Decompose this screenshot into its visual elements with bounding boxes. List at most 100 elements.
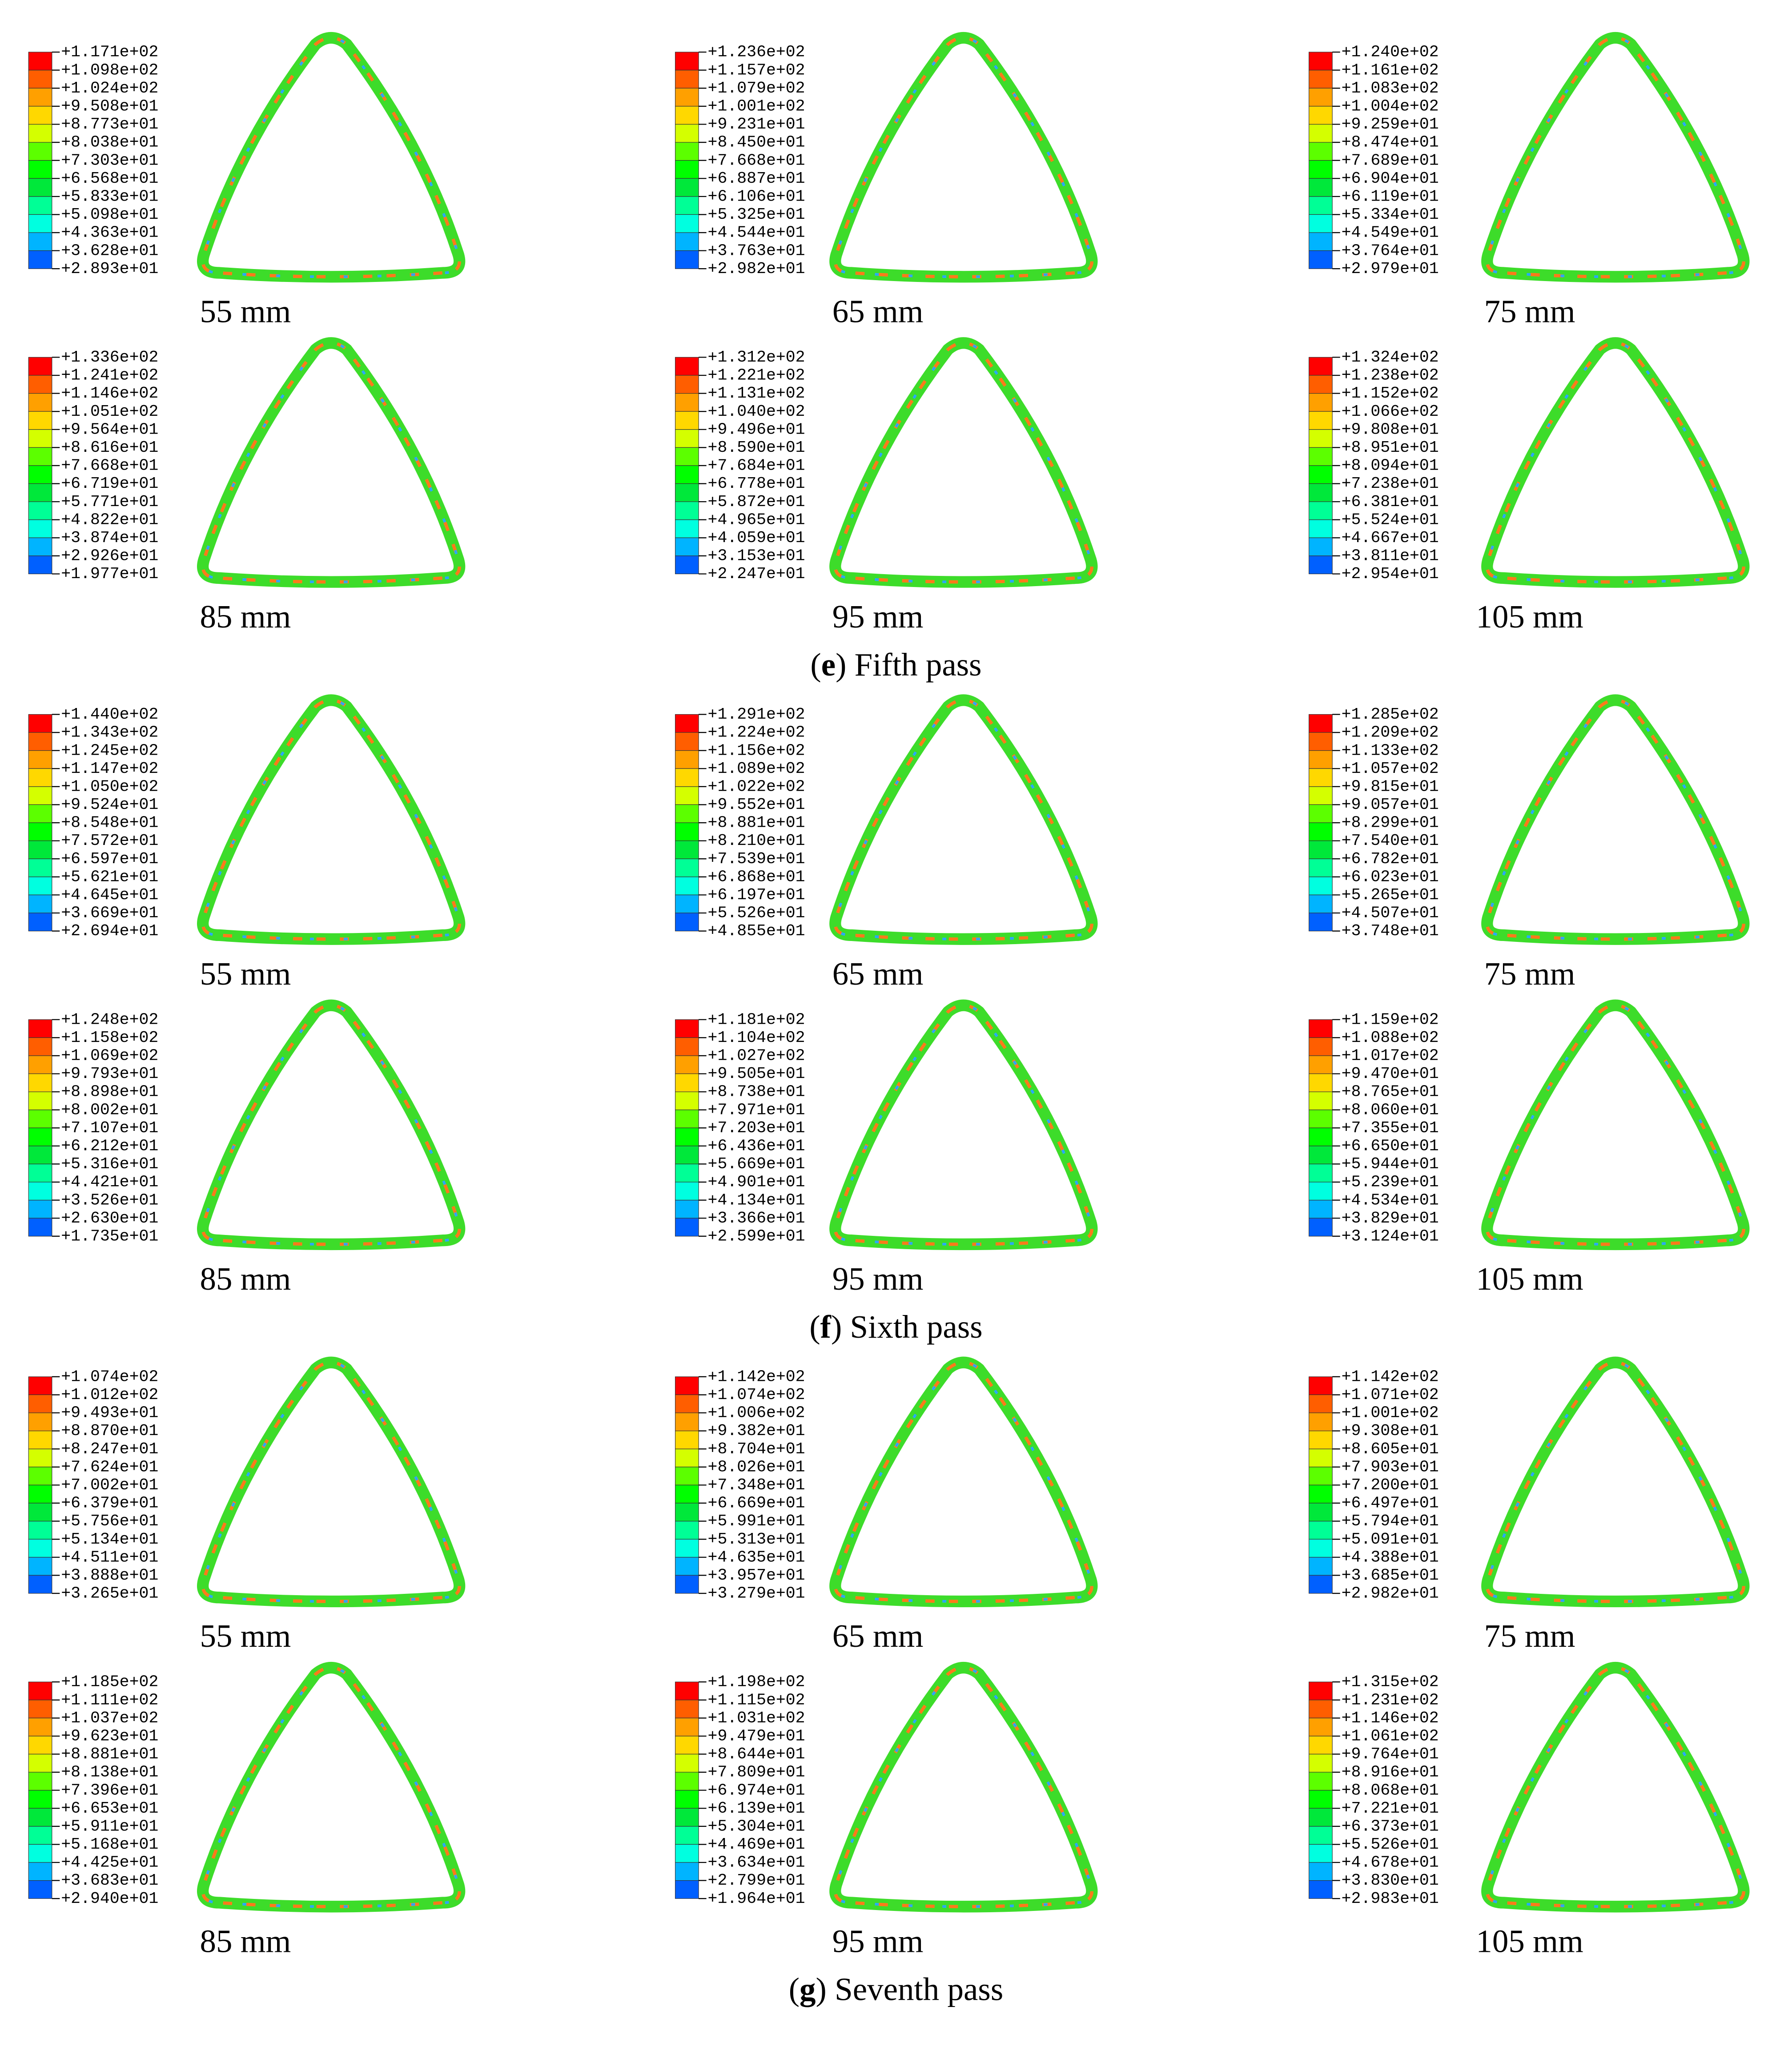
contour-section bbox=[1481, 694, 1750, 945]
legend-swatch bbox=[1309, 1790, 1333, 1809]
legend-label: +7.971e+01 bbox=[708, 1101, 805, 1119]
legend-swatch bbox=[675, 124, 699, 143]
legend-swatch bbox=[1309, 732, 1333, 751]
legend-swatch bbox=[28, 1700, 52, 1718]
legend-label: +1.057e+02 bbox=[1342, 760, 1439, 778]
legend-label: +7.684e+01 bbox=[708, 457, 805, 475]
legend-swatch bbox=[675, 429, 699, 448]
legend-label: +4.469e+01 bbox=[708, 1835, 805, 1854]
panel-label: 105 mm bbox=[1476, 1261, 1583, 1297]
legend-label: +2.893e+01 bbox=[61, 260, 158, 278]
legend-swatch bbox=[675, 1163, 699, 1182]
legend-swatch bbox=[28, 1557, 52, 1576]
legend-swatch bbox=[28, 106, 52, 125]
legend-label: +7.355e+01 bbox=[1342, 1119, 1439, 1137]
legend-swatch bbox=[1309, 429, 1333, 448]
legend-label: +6.568e+01 bbox=[61, 169, 158, 188]
legend-swatch bbox=[28, 519, 52, 538]
legend-label: +3.279e+01 bbox=[708, 1585, 805, 1603]
legend-swatch bbox=[1309, 465, 1333, 484]
legend-label: +8.616e+01 bbox=[61, 438, 158, 457]
legend-label: +8.138e+01 bbox=[61, 1763, 158, 1782]
legend-swatch bbox=[1309, 804, 1333, 823]
legend-swatch bbox=[28, 1826, 52, 1845]
legend-swatch bbox=[675, 1448, 699, 1468]
legend-swatch bbox=[28, 1772, 52, 1791]
legend-label: +9.505e+01 bbox=[708, 1065, 805, 1083]
legend-label: +1.001e+02 bbox=[708, 97, 805, 116]
legend-swatch bbox=[675, 1110, 699, 1128]
legend-label: +5.911e+01 bbox=[61, 1817, 158, 1835]
legend-swatch bbox=[675, 1019, 699, 1038]
legend-swatch bbox=[675, 1431, 699, 1449]
legend-label: +9.564e+01 bbox=[61, 420, 158, 438]
legend-label: +1.171e+02 bbox=[61, 43, 158, 61]
legend-label: +5.872e+01 bbox=[708, 493, 805, 511]
legend-label: +1.181e+02 bbox=[708, 1010, 805, 1029]
legend-label: +3.669e+01 bbox=[61, 904, 158, 922]
legend-label: +8.765e+01 bbox=[1342, 1083, 1439, 1101]
legend-swatch bbox=[675, 841, 699, 859]
legend-label: +3.628e+01 bbox=[61, 241, 158, 260]
legend-swatch bbox=[675, 1681, 699, 1701]
legend-label: +1.051e+02 bbox=[61, 402, 158, 421]
legend-swatch bbox=[675, 537, 699, 556]
legend-label: +6.719e+01 bbox=[61, 475, 158, 493]
legend-label: +1.964e+01 bbox=[708, 1890, 805, 1908]
legend-swatch bbox=[1309, 1037, 1333, 1056]
legend-label: +6.023e+01 bbox=[1342, 868, 1439, 886]
legend-swatch bbox=[28, 196, 52, 215]
contour-section bbox=[197, 1661, 466, 1913]
legend-swatch bbox=[28, 841, 52, 859]
legend-label: +2.982e+01 bbox=[708, 260, 805, 278]
legend-swatch bbox=[1309, 178, 1333, 197]
legend-label: +9.524e+01 bbox=[61, 796, 158, 814]
legend-swatch bbox=[675, 214, 699, 233]
legend-swatch bbox=[1309, 714, 1333, 733]
legend-swatch bbox=[675, 196, 699, 215]
contour-detail bbox=[833, 1666, 1093, 1908]
legend-label: +3.830e+01 bbox=[1342, 1871, 1439, 1890]
legend-swatch bbox=[1309, 1862, 1333, 1881]
legend-label: +1.735e+01 bbox=[61, 1227, 158, 1245]
legend-label: +8.590e+01 bbox=[708, 438, 805, 457]
contour-detail bbox=[1485, 1666, 1745, 1908]
legend-swatch bbox=[1309, 501, 1333, 520]
legend-label: +4.965e+01 bbox=[708, 511, 805, 529]
legend-label: +8.068e+01 bbox=[1342, 1781, 1439, 1799]
legend-swatch bbox=[675, 1182, 699, 1201]
legend-label: +8.060e+01 bbox=[1342, 1101, 1439, 1119]
legend-label: +8.247e+01 bbox=[61, 1440, 158, 1458]
legend-swatch bbox=[1309, 1503, 1333, 1522]
contour-detail bbox=[1485, 698, 1745, 941]
legend-label: +8.605e+01 bbox=[1342, 1440, 1439, 1458]
legend-label: +1.224e+02 bbox=[708, 724, 805, 742]
legend-label: +9.479e+01 bbox=[708, 1727, 805, 1745]
legend-label: +1.089e+02 bbox=[708, 760, 805, 778]
legend-label: +6.904e+01 bbox=[1342, 169, 1439, 188]
legend-label: +6.139e+01 bbox=[708, 1799, 805, 1818]
legend-swatch bbox=[675, 768, 699, 787]
legend-label: +8.738e+01 bbox=[708, 1083, 805, 1101]
legend-label: +1.115e+02 bbox=[708, 1691, 805, 1709]
legend-swatch bbox=[28, 1019, 52, 1038]
legend-swatch bbox=[1309, 1110, 1333, 1128]
legend-label: +3.748e+01 bbox=[1342, 922, 1439, 940]
legend-swatch bbox=[675, 1091, 699, 1110]
legend-label: +2.926e+01 bbox=[61, 547, 158, 565]
legend-label: +6.197e+01 bbox=[708, 886, 805, 904]
legend-swatch bbox=[28, 1073, 52, 1092]
legend-label: +5.239e+01 bbox=[1342, 1173, 1439, 1191]
legend-swatch bbox=[28, 1808, 52, 1827]
legend-label: +1.221e+02 bbox=[708, 366, 805, 385]
legend-label: +2.630e+01 bbox=[61, 1209, 158, 1227]
legend-swatch bbox=[1309, 841, 1333, 859]
panel-label: 85 mm bbox=[200, 1261, 291, 1297]
legend-label: +7.668e+01 bbox=[61, 457, 158, 475]
legend-label: +6.782e+01 bbox=[1342, 850, 1439, 868]
legend-swatch bbox=[1309, 1844, 1333, 1863]
legend-label: +1.241e+02 bbox=[61, 366, 158, 385]
legend-swatch bbox=[1309, 1484, 1333, 1504]
legend-label: +3.888e+01 bbox=[61, 1566, 158, 1585]
legend-label: +5.944e+01 bbox=[1342, 1155, 1439, 1173]
